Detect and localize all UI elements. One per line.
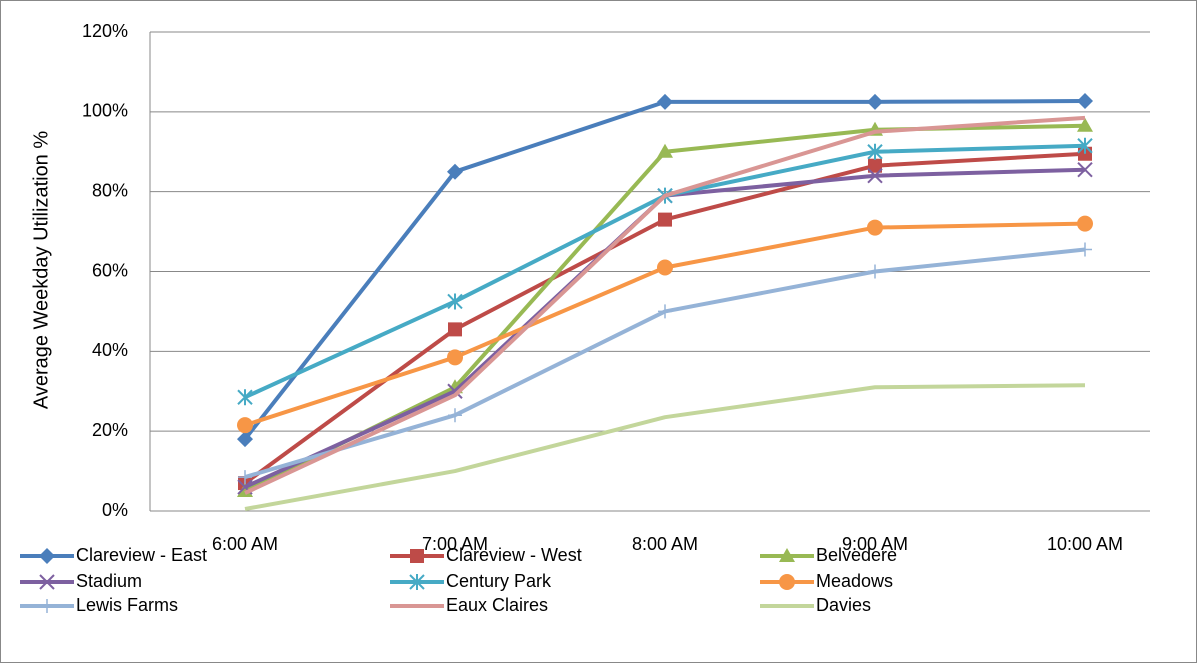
x-tick-label: 8:00 AM (632, 534, 698, 554)
marker (1078, 242, 1092, 257)
legend-label: Lewis Farms (76, 595, 178, 615)
legend-entry: Clareview - East (20, 545, 207, 565)
marker (1077, 215, 1093, 232)
marker (657, 143, 673, 158)
legend-label: Stadium (76, 571, 142, 591)
y-tick-label: 80% (92, 180, 128, 200)
y-tick-label: 120% (82, 21, 128, 41)
marker (867, 167, 883, 184)
legend-label: Century Park (446, 571, 552, 591)
marker (237, 389, 253, 406)
legend-label: Davies (816, 595, 871, 615)
legend-entry: Davies (760, 595, 871, 615)
marker (447, 349, 463, 366)
y-tick-label: 0% (102, 500, 128, 520)
marker (447, 293, 463, 310)
series-line (244, 115, 1086, 495)
legend-label: Meadows (816, 571, 893, 591)
marker (657, 259, 673, 276)
x-tick-label: 10:00 AM (1047, 534, 1123, 554)
y-tick-label: 40% (92, 340, 128, 360)
legend-label: Eaux Claires (446, 595, 548, 615)
legend-entry: Clareview - West (390, 545, 582, 565)
marker (658, 304, 672, 319)
marker (658, 212, 672, 227)
y-axis-label: Average Weekday Utilization % (30, 131, 52, 410)
legend-entry: Belvedere (760, 545, 897, 565)
marker (447, 163, 463, 180)
marker (410, 549, 424, 563)
marker (238, 470, 252, 485)
marker (39, 548, 55, 564)
x-tick-label: 6:00 AM (212, 534, 278, 554)
marker (1077, 162, 1093, 178)
legend-entry: Eaux Claires (390, 595, 548, 615)
marker (868, 158, 882, 173)
legend-entry: Century Park (390, 571, 552, 591)
marker (448, 322, 462, 337)
y-tick-label: 100% (82, 101, 128, 121)
marker (237, 431, 253, 448)
marker (867, 93, 883, 110)
legend-entry: Lewis Farms (20, 595, 178, 615)
marker (1077, 137, 1093, 154)
legend-entry: Meadows (760, 571, 893, 591)
legend-label: Clareview - West (446, 545, 582, 565)
x-tick-label: 7:00 AM (422, 534, 488, 554)
marker (237, 483, 253, 498)
legend-label: Belvedere (816, 545, 897, 565)
marker (409, 574, 425, 590)
marker (237, 417, 253, 434)
marker (1077, 93, 1093, 110)
y-tick-label: 20% (92, 420, 128, 440)
marker (1077, 117, 1093, 132)
series-line (244, 383, 1086, 511)
y-tick-label: 60% (92, 260, 128, 280)
marker (867, 219, 883, 236)
marker (657, 93, 673, 110)
marker (40, 599, 54, 613)
marker (448, 408, 462, 423)
legend-entry: Stadium (20, 571, 142, 591)
marker (868, 264, 882, 279)
marker (39, 574, 55, 590)
marker (779, 574, 795, 590)
marker (779, 548, 795, 562)
marker (867, 143, 883, 160)
x-tick-label: 9:00 AM (842, 534, 908, 554)
legend-label: Clareview - East (76, 545, 207, 565)
